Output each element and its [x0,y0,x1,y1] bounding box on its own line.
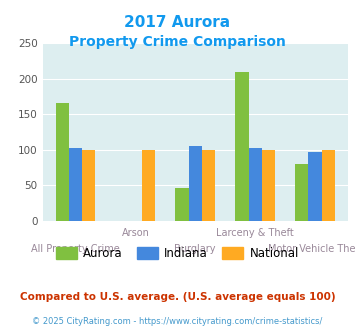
Bar [262,150,275,221]
Bar [322,150,335,221]
Bar [202,150,215,221]
Bar [248,148,262,221]
Bar [82,150,95,221]
Text: Property Crime Comparison: Property Crime Comparison [69,35,286,49]
Bar [175,188,189,221]
Text: 2017 Aurora: 2017 Aurora [125,15,230,30]
Bar [69,148,82,221]
Bar [235,72,248,221]
Text: Arson: Arson [121,228,149,238]
Bar [56,104,69,221]
Bar [295,164,308,221]
Bar [189,146,202,221]
Text: Burglary: Burglary [175,244,216,254]
Bar [308,152,322,221]
Text: © 2025 CityRating.com - https://www.cityrating.com/crime-statistics/: © 2025 CityRating.com - https://www.city… [32,317,323,326]
Text: Compared to U.S. average. (U.S. average equals 100): Compared to U.S. average. (U.S. average … [20,292,335,302]
Text: All Property Crime: All Property Crime [31,244,120,254]
Bar [142,150,155,221]
Legend: Aurora, Indiana, National: Aurora, Indiana, National [51,242,304,264]
Text: Motor Vehicle Theft: Motor Vehicle Theft [268,244,355,254]
Text: Larceny & Theft: Larceny & Theft [216,228,294,238]
